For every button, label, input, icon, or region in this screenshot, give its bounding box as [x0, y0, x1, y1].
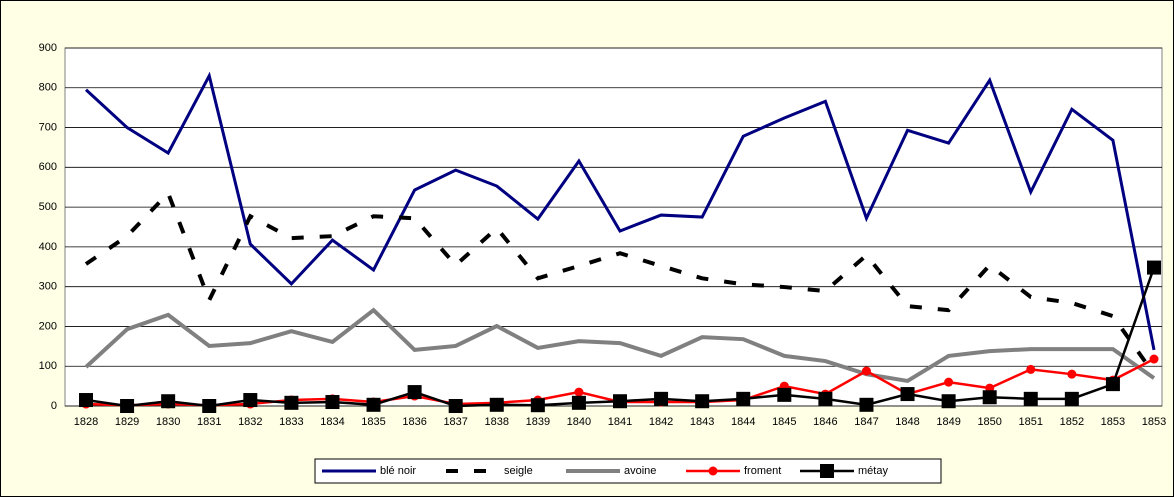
x-tick-label: 1842 [649, 416, 673, 428]
y-tick-label: 200 [39, 320, 57, 332]
x-tick-label: 1846 [813, 416, 837, 428]
series-line [84, 307, 1156, 384]
point [818, 391, 833, 406]
x-tick-label: 1847 [854, 416, 878, 428]
y-tick-label: 800 [39, 82, 57, 94]
x-tick-label: 1830 [156, 416, 180, 428]
x-tick-label: 1845 [772, 416, 796, 428]
point [325, 395, 340, 410]
point [1067, 369, 1077, 379]
x-tick-label: 1849 [936, 416, 960, 428]
point [1147, 260, 1161, 275]
point [202, 399, 217, 413]
x-tick-label: 1832 [238, 416, 262, 428]
x-tick-label: 1852 [1060, 416, 1084, 428]
point [571, 395, 586, 410]
point [161, 394, 176, 409]
x-tick-label: 1848 [895, 416, 919, 428]
x-tick-label: 1839 [526, 416, 550, 428]
point [243, 393, 258, 408]
point [530, 398, 545, 413]
series-line [84, 71, 1156, 351]
x-tick-label: 1834 [320, 416, 344, 428]
x-tick-label: 1850 [977, 416, 1001, 428]
y-tick-label: 400 [39, 241, 57, 253]
y-tick-label: 100 [39, 360, 57, 372]
point [695, 394, 710, 409]
x-tick-label: 1851 [1019, 416, 1043, 428]
x-tick-label: 1833 [279, 416, 303, 428]
x-tick-label: 1836 [402, 416, 426, 428]
point [79, 393, 93, 408]
point [859, 397, 874, 412]
x-tick-label: 1853 [1142, 416, 1166, 428]
plot-area [64, 47, 1163, 407]
legend-label: froment [744, 465, 781, 477]
point [120, 399, 135, 413]
point [944, 377, 954, 387]
x-tick-label: 1838 [485, 416, 509, 428]
point [861, 366, 871, 376]
point [941, 394, 956, 409]
point [489, 397, 504, 412]
x-tick-label: 1831 [197, 416, 221, 428]
point [613, 394, 627, 409]
y-tick-label: 600 [39, 161, 57, 173]
point [366, 397, 381, 412]
point [1149, 354, 1159, 364]
point [284, 395, 299, 410]
x-tick-label: 1835 [361, 416, 385, 428]
legend-label: avoine [624, 465, 656, 477]
point [777, 387, 792, 402]
y-tick-label: 900 [39, 42, 57, 54]
point [407, 385, 422, 400]
point [708, 466, 718, 476]
x-tick-label: 1828 [74, 416, 98, 428]
x-tick-label: 1829 [115, 416, 139, 428]
x-tick-label: 1841 [608, 416, 632, 428]
x-tick-label: 1837 [443, 416, 467, 428]
point [448, 399, 463, 413]
x-tick-label: 1840 [567, 416, 591, 428]
x-tick-label: 1843 [690, 416, 714, 428]
legend-label: seigle [504, 465, 533, 477]
point [736, 391, 751, 406]
point [900, 387, 915, 402]
point [574, 387, 584, 397]
point [1064, 391, 1079, 406]
x-tick-label: 1853 [1101, 416, 1125, 428]
point [1023, 391, 1038, 406]
point [820, 464, 834, 478]
point [654, 391, 669, 406]
y-tick-label: 300 [39, 281, 57, 293]
x-tick-label: 1844 [731, 416, 755, 428]
point [1026, 364, 1036, 374]
legend-label: métay [858, 465, 888, 477]
series-line [84, 189, 1156, 376]
point [982, 390, 997, 405]
y-tick-label: 0 [51, 400, 57, 412]
y-tick-label: 500 [39, 201, 57, 213]
legend-label: blé noir [380, 465, 416, 477]
point [1105, 377, 1120, 392]
y-tick-label: 700 [39, 121, 57, 133]
